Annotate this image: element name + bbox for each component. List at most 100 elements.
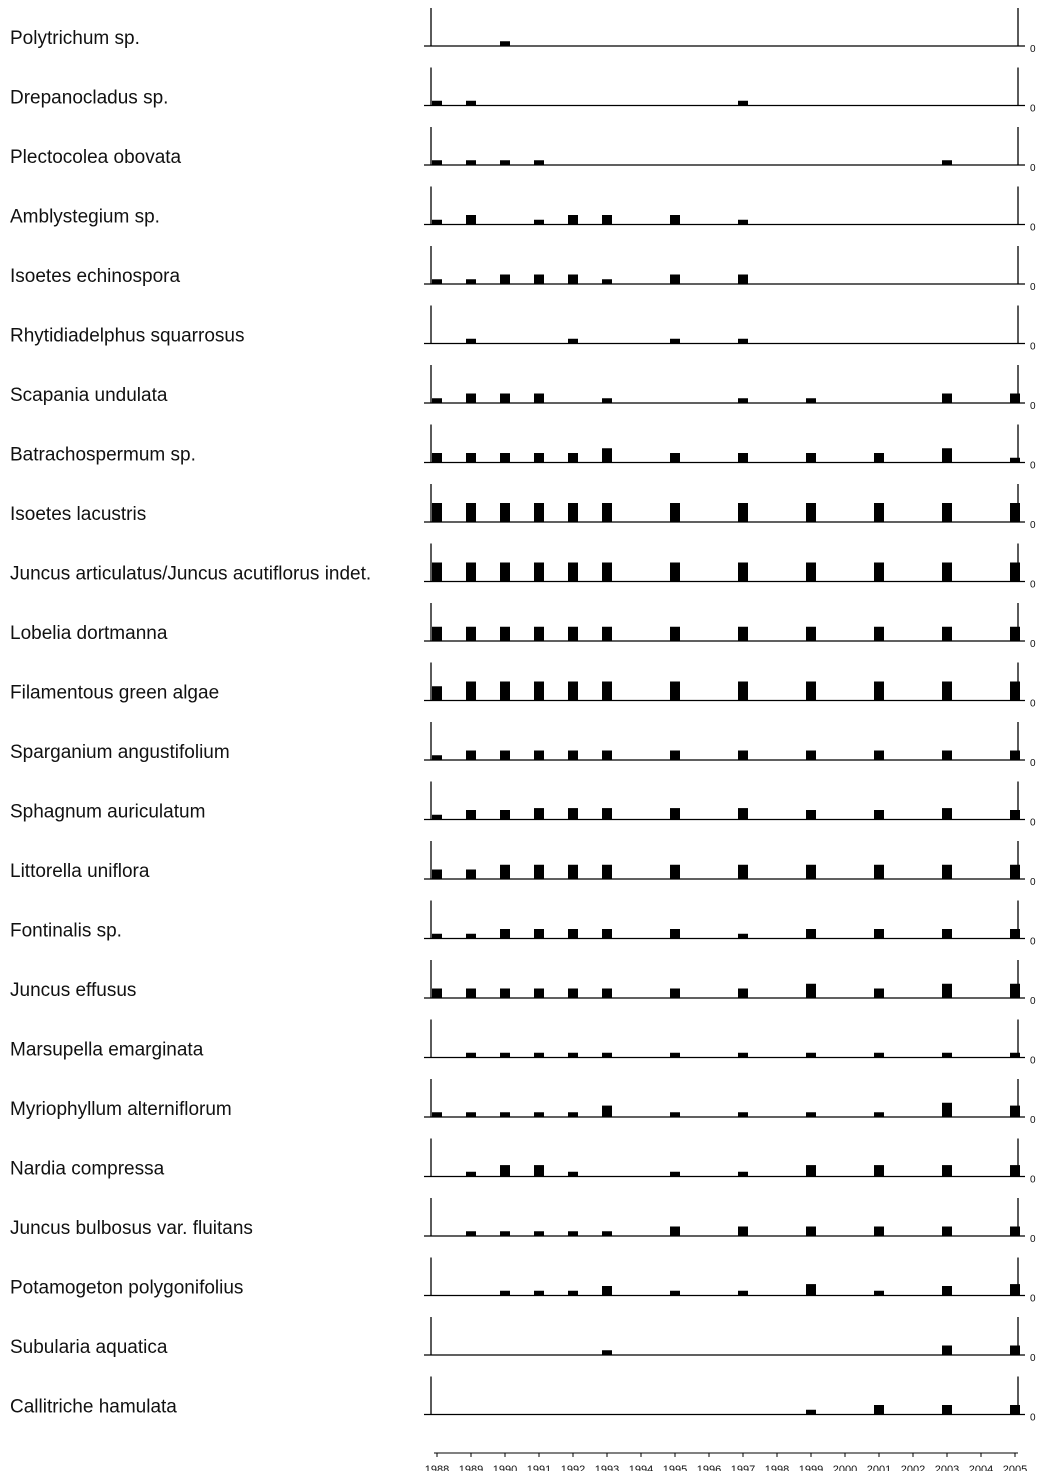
bar: [602, 626, 612, 641]
bar: [534, 393, 544, 403]
bar: [942, 1102, 952, 1117]
bar: [806, 983, 816, 998]
zero-label: 0: [1030, 44, 1036, 55]
bar: [466, 453, 476, 463]
species-row: Polytrichum sp. 0: [10, 8, 1036, 55]
species-row: Amblystegium sp. 0: [10, 186, 1036, 234]
bar: [466, 1052, 476, 1058]
species-label: Fontinalis sp.: [10, 921, 122, 942]
bar: [466, 869, 476, 879]
zero-label: 0: [1030, 1234, 1036, 1245]
bar: [466, 215, 476, 225]
bar: [534, 988, 544, 998]
bar: [534, 864, 544, 879]
bar: [602, 750, 612, 760]
bar: [806, 810, 816, 820]
species-label: Subularia aquatica: [10, 1337, 168, 1358]
bar: [534, 219, 544, 225]
bar: [942, 1226, 952, 1236]
species-row: Rhytidiadelphus squarrosus 0: [10, 305, 1036, 353]
bar: [874, 864, 884, 879]
year-tick-label: 1999: [799, 1464, 823, 1471]
year-tick-label: 2002: [901, 1464, 925, 1471]
bar: [534, 453, 544, 463]
bar: [942, 1052, 952, 1058]
bar: [568, 562, 578, 582]
bar: [738, 100, 748, 106]
bar: [602, 1350, 612, 1355]
species-label: Nardia compressa: [10, 1159, 165, 1180]
bar: [432, 933, 442, 939]
bar: [568, 1231, 578, 1236]
bar: [738, 503, 748, 522]
bar: [1010, 1405, 1020, 1415]
year-tick-label: 1993: [595, 1464, 619, 1471]
bar: [534, 1052, 544, 1058]
species-row: Subularia aquatica 0: [10, 1317, 1036, 1364]
bar: [534, 1290, 544, 1296]
year-tick-label: 1997: [731, 1464, 755, 1471]
bar: [602, 279, 612, 284]
year-tick-label: 2003: [935, 1464, 959, 1471]
bar: [942, 393, 952, 403]
bar: [534, 562, 544, 582]
bar: [738, 338, 748, 344]
zero-label: 0: [1030, 580, 1036, 591]
year-tick-label: 1988: [425, 1464, 449, 1471]
bar: [1010, 1226, 1020, 1236]
bar: [806, 1052, 816, 1058]
species-label: Isoetes echinospora: [10, 266, 180, 287]
bar: [942, 929, 952, 939]
zero-label: 0: [1030, 282, 1036, 293]
bar: [466, 562, 476, 582]
bar: [670, 503, 680, 522]
bar: [670, 562, 680, 582]
species-row: Callitriche hamulata 0: [10, 1376, 1036, 1424]
species-row: Filamentous green algae 0: [10, 662, 1036, 710]
species-row: Potamogeton polygonifolius 0: [10, 1257, 1036, 1305]
zero-label: 0: [1030, 699, 1036, 710]
species-row: Sparganium angustifolium 0: [10, 722, 1036, 769]
bar: [500, 503, 510, 522]
zero-label: 0: [1030, 1413, 1036, 1424]
species-row: Juncus bulbosus var. fluitans 0: [10, 1198, 1036, 1245]
bar: [568, 681, 578, 701]
bar: [942, 750, 952, 760]
bar: [670, 626, 680, 641]
bar: [670, 338, 680, 344]
bar: [806, 929, 816, 939]
bar: [942, 626, 952, 641]
bar: [874, 750, 884, 760]
bar: [466, 393, 476, 403]
bar: [466, 626, 476, 641]
species-label: Littorella uniflora: [10, 861, 150, 882]
species-label: Lobelia dortmanna: [10, 623, 168, 644]
bar: [738, 1171, 748, 1177]
bar: [670, 215, 680, 225]
bar: [602, 215, 612, 225]
bar: [432, 160, 442, 165]
species-label: Sparganium angustifolium: [10, 742, 230, 763]
bar: [738, 453, 748, 463]
bar: [466, 933, 476, 939]
bar: [568, 1290, 578, 1296]
bar: [806, 503, 816, 522]
bar: [738, 1290, 748, 1296]
bar: [466, 160, 476, 165]
bar: [1010, 1284, 1020, 1296]
bar: [602, 681, 612, 701]
bar: [602, 808, 612, 820]
bar: [670, 750, 680, 760]
bar: [432, 398, 442, 403]
bar: [1010, 562, 1020, 582]
bar: [1010, 626, 1020, 641]
species-label: Scapania undulata: [10, 385, 168, 406]
bar: [500, 750, 510, 760]
bar: [568, 864, 578, 879]
year-tick-label: 1990: [493, 1464, 517, 1471]
bar: [500, 562, 510, 582]
species-label: Rhytidiadelphus squarrosus: [10, 326, 244, 347]
bar: [670, 929, 680, 939]
bar: [1010, 1345, 1020, 1355]
